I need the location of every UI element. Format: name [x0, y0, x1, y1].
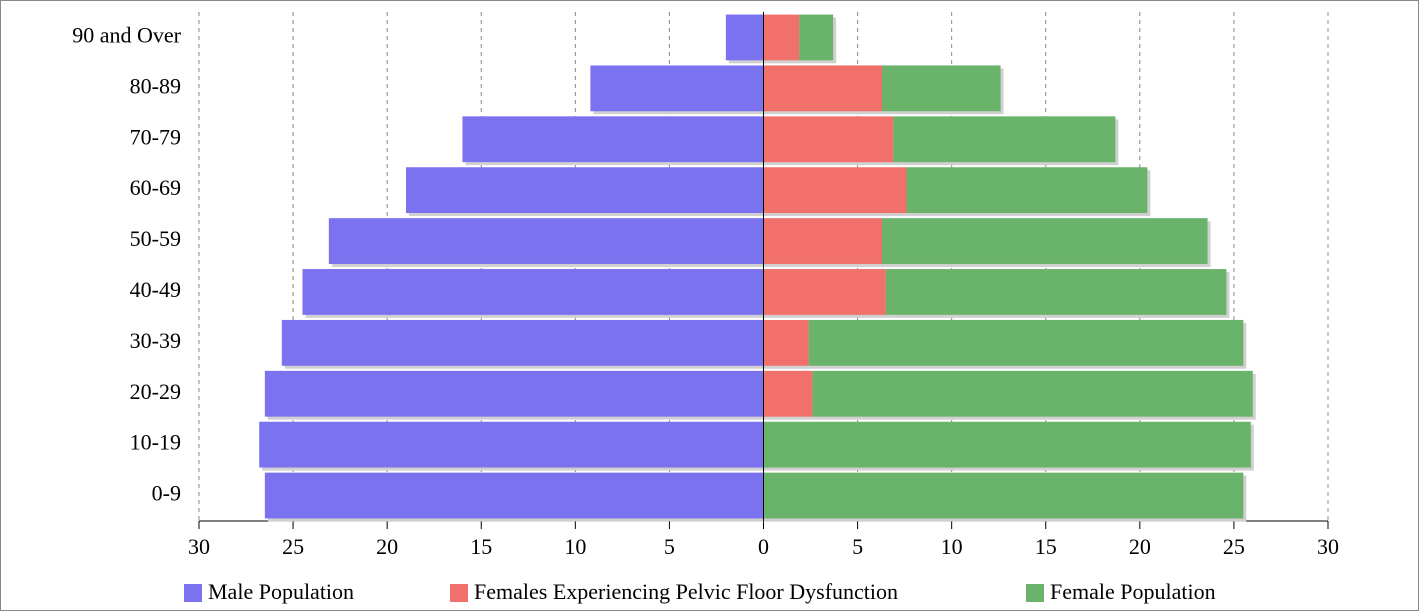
bar	[281, 319, 764, 366]
legend-label: Male Population	[208, 579, 354, 604]
x-tick-label: 5	[852, 534, 863, 559]
bar	[302, 269, 764, 315]
y-tick-label: 10-19	[130, 430, 181, 455]
legend-swatch	[1026, 584, 1044, 602]
bar	[763, 472, 1244, 519]
y-tick-label: 80-89	[130, 73, 181, 98]
bar	[763, 319, 809, 366]
x-tick-label: 15	[470, 534, 492, 559]
x-tick-label: 30	[1317, 534, 1339, 559]
bar	[882, 218, 1208, 264]
bar	[763, 116, 894, 163]
x-tick-label: 25	[282, 534, 304, 559]
bar	[763, 167, 907, 214]
x-tick-label: 0	[758, 534, 769, 559]
x-tick-label: 25	[1223, 534, 1245, 559]
x-tick-label: 15	[1035, 534, 1057, 559]
legend-label: Females Experiencing Pelvic Floor Dysfun…	[474, 579, 898, 604]
x-tick-label: 20	[376, 534, 398, 559]
x-tick-label: 20	[1129, 534, 1151, 559]
bar	[763, 370, 813, 417]
bar	[763, 421, 1251, 468]
bar	[882, 65, 1001, 112]
legend-swatch	[450, 584, 468, 602]
y-tick-label: 40-49	[130, 277, 181, 302]
legend-swatch	[184, 584, 202, 602]
bar	[763, 218, 883, 264]
bar	[264, 370, 764, 417]
bar	[590, 65, 764, 112]
legend-label: Female Population	[1050, 579, 1216, 604]
y-tick-label: 60-69	[130, 175, 181, 200]
y-tick-label: 30-39	[130, 328, 181, 353]
y-tick-label: 20-29	[130, 379, 181, 404]
x-tick-label: 30	[188, 534, 210, 559]
bar	[799, 14, 834, 61]
bar	[906, 167, 1148, 214]
y-tick-label: 70-79	[130, 124, 181, 149]
bar	[763, 65, 883, 112]
bar	[763, 14, 800, 61]
bar	[885, 269, 1227, 315]
bar	[462, 116, 764, 163]
bar	[812, 370, 1253, 417]
x-tick-label: 10	[941, 534, 963, 559]
x-tick-label: 5	[664, 534, 675, 559]
bar	[259, 421, 764, 468]
bar	[264, 472, 764, 519]
bar	[405, 167, 764, 214]
y-tick-label: 50-59	[130, 226, 181, 251]
bar	[893, 116, 1116, 163]
bar	[763, 269, 886, 315]
x-tick-label: 10	[564, 534, 586, 559]
y-tick-label: 90 and Over	[72, 22, 181, 47]
bar	[328, 218, 764, 264]
bar	[725, 14, 764, 61]
y-tick-label: 0-9	[152, 481, 181, 506]
bar	[808, 319, 1244, 366]
